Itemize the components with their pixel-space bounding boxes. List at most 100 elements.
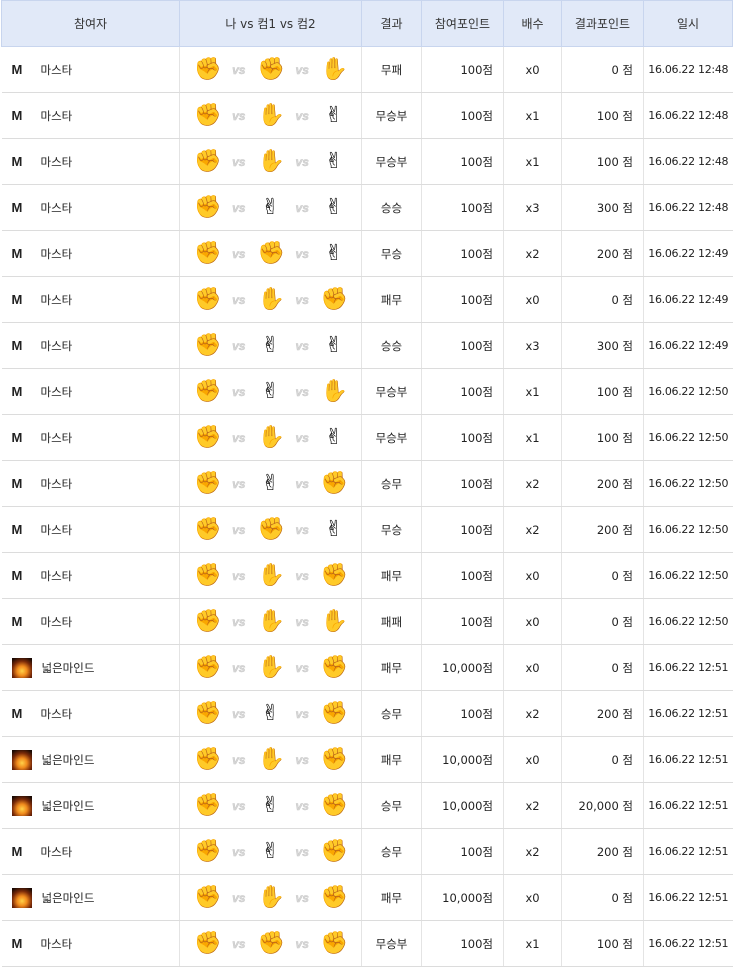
participant[interactable]: 넓은마인드 xyxy=(2,887,180,908)
header-date: 일시 xyxy=(643,0,733,47)
participant[interactable]: M 마스타 xyxy=(2,154,180,170)
participant-cell: M 마스타 xyxy=(1,138,180,185)
result-cell: 패무 xyxy=(361,736,422,783)
rock-hand-icon: ✊ xyxy=(320,747,349,772)
multiplier-cell: x3 xyxy=(503,322,562,369)
participant[interactable]: M 마스타 xyxy=(2,614,180,630)
rock-hand-icon: ✊ xyxy=(257,517,285,542)
multiplier-cell: x0 xyxy=(503,46,562,93)
date-cell: 16.06.22 12:50 xyxy=(643,414,733,461)
participant-name[interactable]: 넓은마인드 xyxy=(41,752,95,767)
participant-cell: M 마스타 xyxy=(1,690,180,737)
table-row: M 마스타 ✊ vs ✋ vs ✌ 무승부 100점 x1 100 점 16.06.22 12:48 xyxy=(1,92,733,139)
vs-label: vs xyxy=(232,890,246,905)
participant[interactable]: M 마스타 xyxy=(2,108,180,124)
participant[interactable]: M 마스타 xyxy=(2,246,180,262)
participant-name[interactable]: 마스타 xyxy=(40,62,73,77)
participant[interactable]: M 마스타 xyxy=(2,476,180,492)
paper-hand-icon: ✋ xyxy=(257,747,285,772)
participant-name[interactable]: 마스타 xyxy=(40,292,73,307)
participant-name[interactable]: 마스타 xyxy=(40,108,73,123)
participant-name[interactable]: 마스타 xyxy=(40,614,73,629)
participant-name[interactable]: 넓은마인드 xyxy=(41,798,95,813)
participant[interactable]: M 마스타 xyxy=(2,568,180,584)
participant-name[interactable]: 마스타 xyxy=(40,706,73,721)
participant-name[interactable]: 마스타 xyxy=(40,200,73,215)
multiplier-cell: x2 xyxy=(503,506,562,553)
hands-cell: ✊ vs ✊ vs ✊ xyxy=(179,920,362,967)
multiplier-cell: x2 xyxy=(503,230,562,277)
participant-name[interactable]: 넓은마인드 xyxy=(41,660,95,675)
vs-label: vs xyxy=(232,246,246,261)
rock-hand-icon: ✊ xyxy=(320,793,349,818)
multiplier-cell: x2 xyxy=(503,690,562,737)
date-cell: 16.06.22 12:51 xyxy=(643,828,733,875)
vs-label: vs xyxy=(232,752,246,767)
participant-name[interactable]: 넓은마인드 xyxy=(41,890,95,905)
rock-hand-icon: ✊ xyxy=(194,471,222,496)
hands-cell: ✊ vs ✊ vs ✋ xyxy=(179,46,362,93)
participant-name[interactable]: 마스타 xyxy=(40,568,73,583)
participant[interactable]: 넓은마인드 xyxy=(2,749,180,770)
participant-name[interactable]: 마스타 xyxy=(40,246,73,261)
rock-hand-icon: ✊ xyxy=(257,931,285,956)
paper-hand-icon: ✋ xyxy=(257,885,285,910)
participant-name[interactable]: 마스타 xyxy=(40,154,73,169)
participant-cell: 넓은마인드 xyxy=(1,874,180,921)
paper-hand-icon: ✋ xyxy=(320,57,349,82)
vs-label: vs xyxy=(295,62,309,77)
multiplier-cell: x2 xyxy=(503,460,562,507)
avatar-fire-icon xyxy=(11,657,32,678)
participant[interactable]: M 마스타 xyxy=(2,292,180,308)
participant[interactable]: M 마스타 xyxy=(2,844,180,860)
member-level-icon: M xyxy=(11,246,23,261)
date-cell: 16.06.22 12:49 xyxy=(643,230,733,277)
participant-name[interactable]: 마스타 xyxy=(40,522,73,537)
multiplier-cell: x0 xyxy=(503,736,562,783)
vs-label: vs xyxy=(295,522,309,537)
rock-hand-icon: ✊ xyxy=(320,471,349,496)
multiplier-cell: x3 xyxy=(503,184,562,231)
vs-label: vs xyxy=(295,752,309,767)
participant-name[interactable]: 마스타 xyxy=(40,430,73,445)
member-level-icon: M xyxy=(11,936,23,951)
vs-label: vs xyxy=(232,798,246,813)
participant-name[interactable]: 마스타 xyxy=(40,844,73,859)
participant[interactable]: 넓은마인드 xyxy=(2,657,180,678)
rock-hand-icon: ✊ xyxy=(320,655,349,680)
participant[interactable]: M 마스타 xyxy=(2,706,180,722)
hands-cell: ✊ vs ✋ vs ✌ xyxy=(179,92,362,139)
participant-name[interactable]: 마스타 xyxy=(40,476,73,491)
date-cell: 16.06.22 12:51 xyxy=(643,736,733,783)
multiplier-cell: x1 xyxy=(503,368,562,415)
results-body: M 마스타 ✊ vs ✊ vs ✋ 무패 100점 x0 0 점 16.06.22 12:48 M 마스타… xyxy=(1,46,733,967)
rock-hand-icon: ✊ xyxy=(320,931,349,956)
vs-label: vs xyxy=(295,338,309,353)
participant[interactable]: M 마스타 xyxy=(2,936,180,952)
participant[interactable]: 넓은마인드 xyxy=(2,795,180,816)
table-row: M 마스타 ✊ vs ✋ vs ✋ 패패 100점 x0 0 점 16.06.22 12:50 xyxy=(1,598,733,645)
participant-name[interactable]: 마스타 xyxy=(40,384,73,399)
participant[interactable]: M 마스타 xyxy=(2,200,180,216)
rock-hand-icon: ✊ xyxy=(194,701,222,726)
participant-name[interactable]: 마스타 xyxy=(40,338,73,353)
result-cell: 승무 xyxy=(361,782,422,829)
result-cell: 무승 xyxy=(361,230,422,277)
result-points-cell: 0 점 xyxy=(561,736,644,783)
date-cell: 16.06.22 12:48 xyxy=(643,92,733,139)
participant[interactable]: M 마스타 xyxy=(2,62,180,78)
bet-points-cell: 100점 xyxy=(421,276,504,323)
participant[interactable]: M 마스타 xyxy=(2,384,180,400)
participant[interactable]: M 마스타 xyxy=(2,430,180,446)
rock-hand-icon: ✊ xyxy=(194,149,222,174)
rock-hand-icon: ✊ xyxy=(320,701,349,726)
participant[interactable]: M 마스타 xyxy=(2,522,180,538)
hands-cell: ✊ vs ✋ vs ✊ xyxy=(179,874,362,921)
date-cell: 16.06.22 12:50 xyxy=(643,598,733,645)
header-participant: 참여자 xyxy=(1,0,180,47)
date-cell: 16.06.22 12:48 xyxy=(643,184,733,231)
participant-name[interactable]: 마스타 xyxy=(40,936,73,951)
participant-cell: M 마스타 xyxy=(1,92,180,139)
participant[interactable]: M 마스타 xyxy=(2,338,180,354)
vs-label: vs xyxy=(295,798,309,813)
